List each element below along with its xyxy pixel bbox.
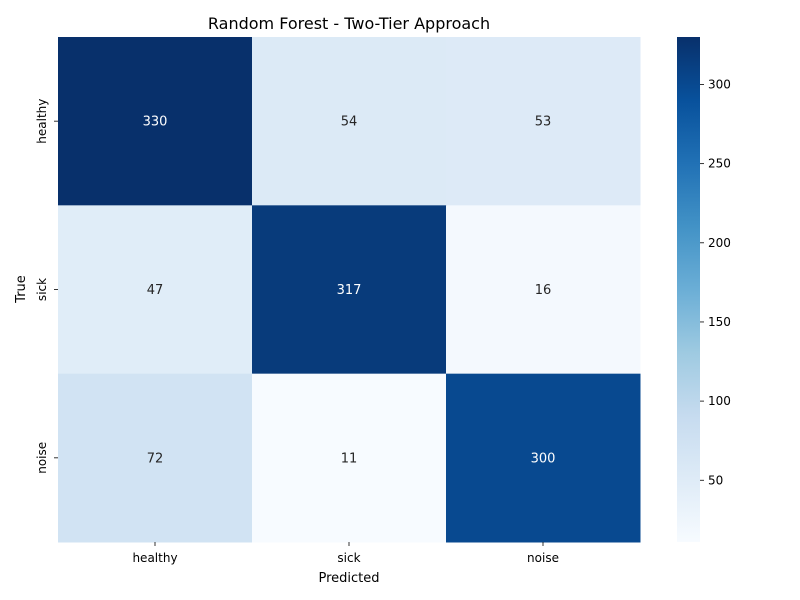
heatmap-cell (252, 37, 447, 206)
cell-value-label: 11 (341, 451, 358, 466)
x-tick-label: noise (527, 551, 559, 565)
chart-title: Random Forest - Two-Tier Approach (208, 14, 490, 33)
x-axis-label: Predicted (318, 571, 379, 586)
colorbar-tick-label: 300 (708, 77, 731, 91)
x-tick-label: healthy (132, 551, 177, 565)
heatmap-cell (58, 37, 253, 206)
colorbar-ticks: 50 100 150 200 250 300 (700, 77, 731, 487)
x-axis-ticks: healthy sick noise (132, 542, 559, 565)
colorbar-tick-label: 150 (708, 315, 731, 329)
cell-value-label: 72 (147, 451, 164, 466)
y-tick-label: healthy (35, 99, 49, 144)
colorbar (677, 37, 700, 542)
heatmap-cell (446, 373, 641, 543)
y-axis-label: True (14, 275, 29, 304)
cell-value-label: 53 (535, 115, 552, 130)
colorbar-tick-label: 200 (708, 236, 731, 250)
cell-value-label: 330 (143, 115, 168, 130)
cell-value-label: 317 (337, 283, 362, 298)
y-axis-ticks: healthy sick noise (35, 99, 58, 474)
heatmap-cell (446, 37, 641, 206)
cell-value-label: 300 (531, 451, 556, 466)
y-tick-label: sick (35, 278, 49, 301)
heatmap-cells: 330 54 53 47 317 16 72 11 300 (58, 37, 641, 543)
y-tick-label: noise (35, 442, 49, 474)
colorbar-tick-label: 250 (708, 157, 731, 171)
x-tick-label: sick (337, 551, 360, 565)
colorbar-tick-label: 50 (708, 473, 723, 487)
heatmap-cell (58, 373, 253, 543)
heatmap-cell (252, 373, 447, 543)
cell-value-label: 54 (341, 115, 358, 130)
colorbar-tick-label: 100 (708, 394, 731, 408)
cell-value-label: 16 (535, 283, 552, 298)
cell-value-label: 47 (147, 283, 164, 298)
heatmap-cell (58, 205, 253, 375)
heatmap-cell (252, 205, 447, 375)
heatmap-cell (446, 205, 641, 375)
